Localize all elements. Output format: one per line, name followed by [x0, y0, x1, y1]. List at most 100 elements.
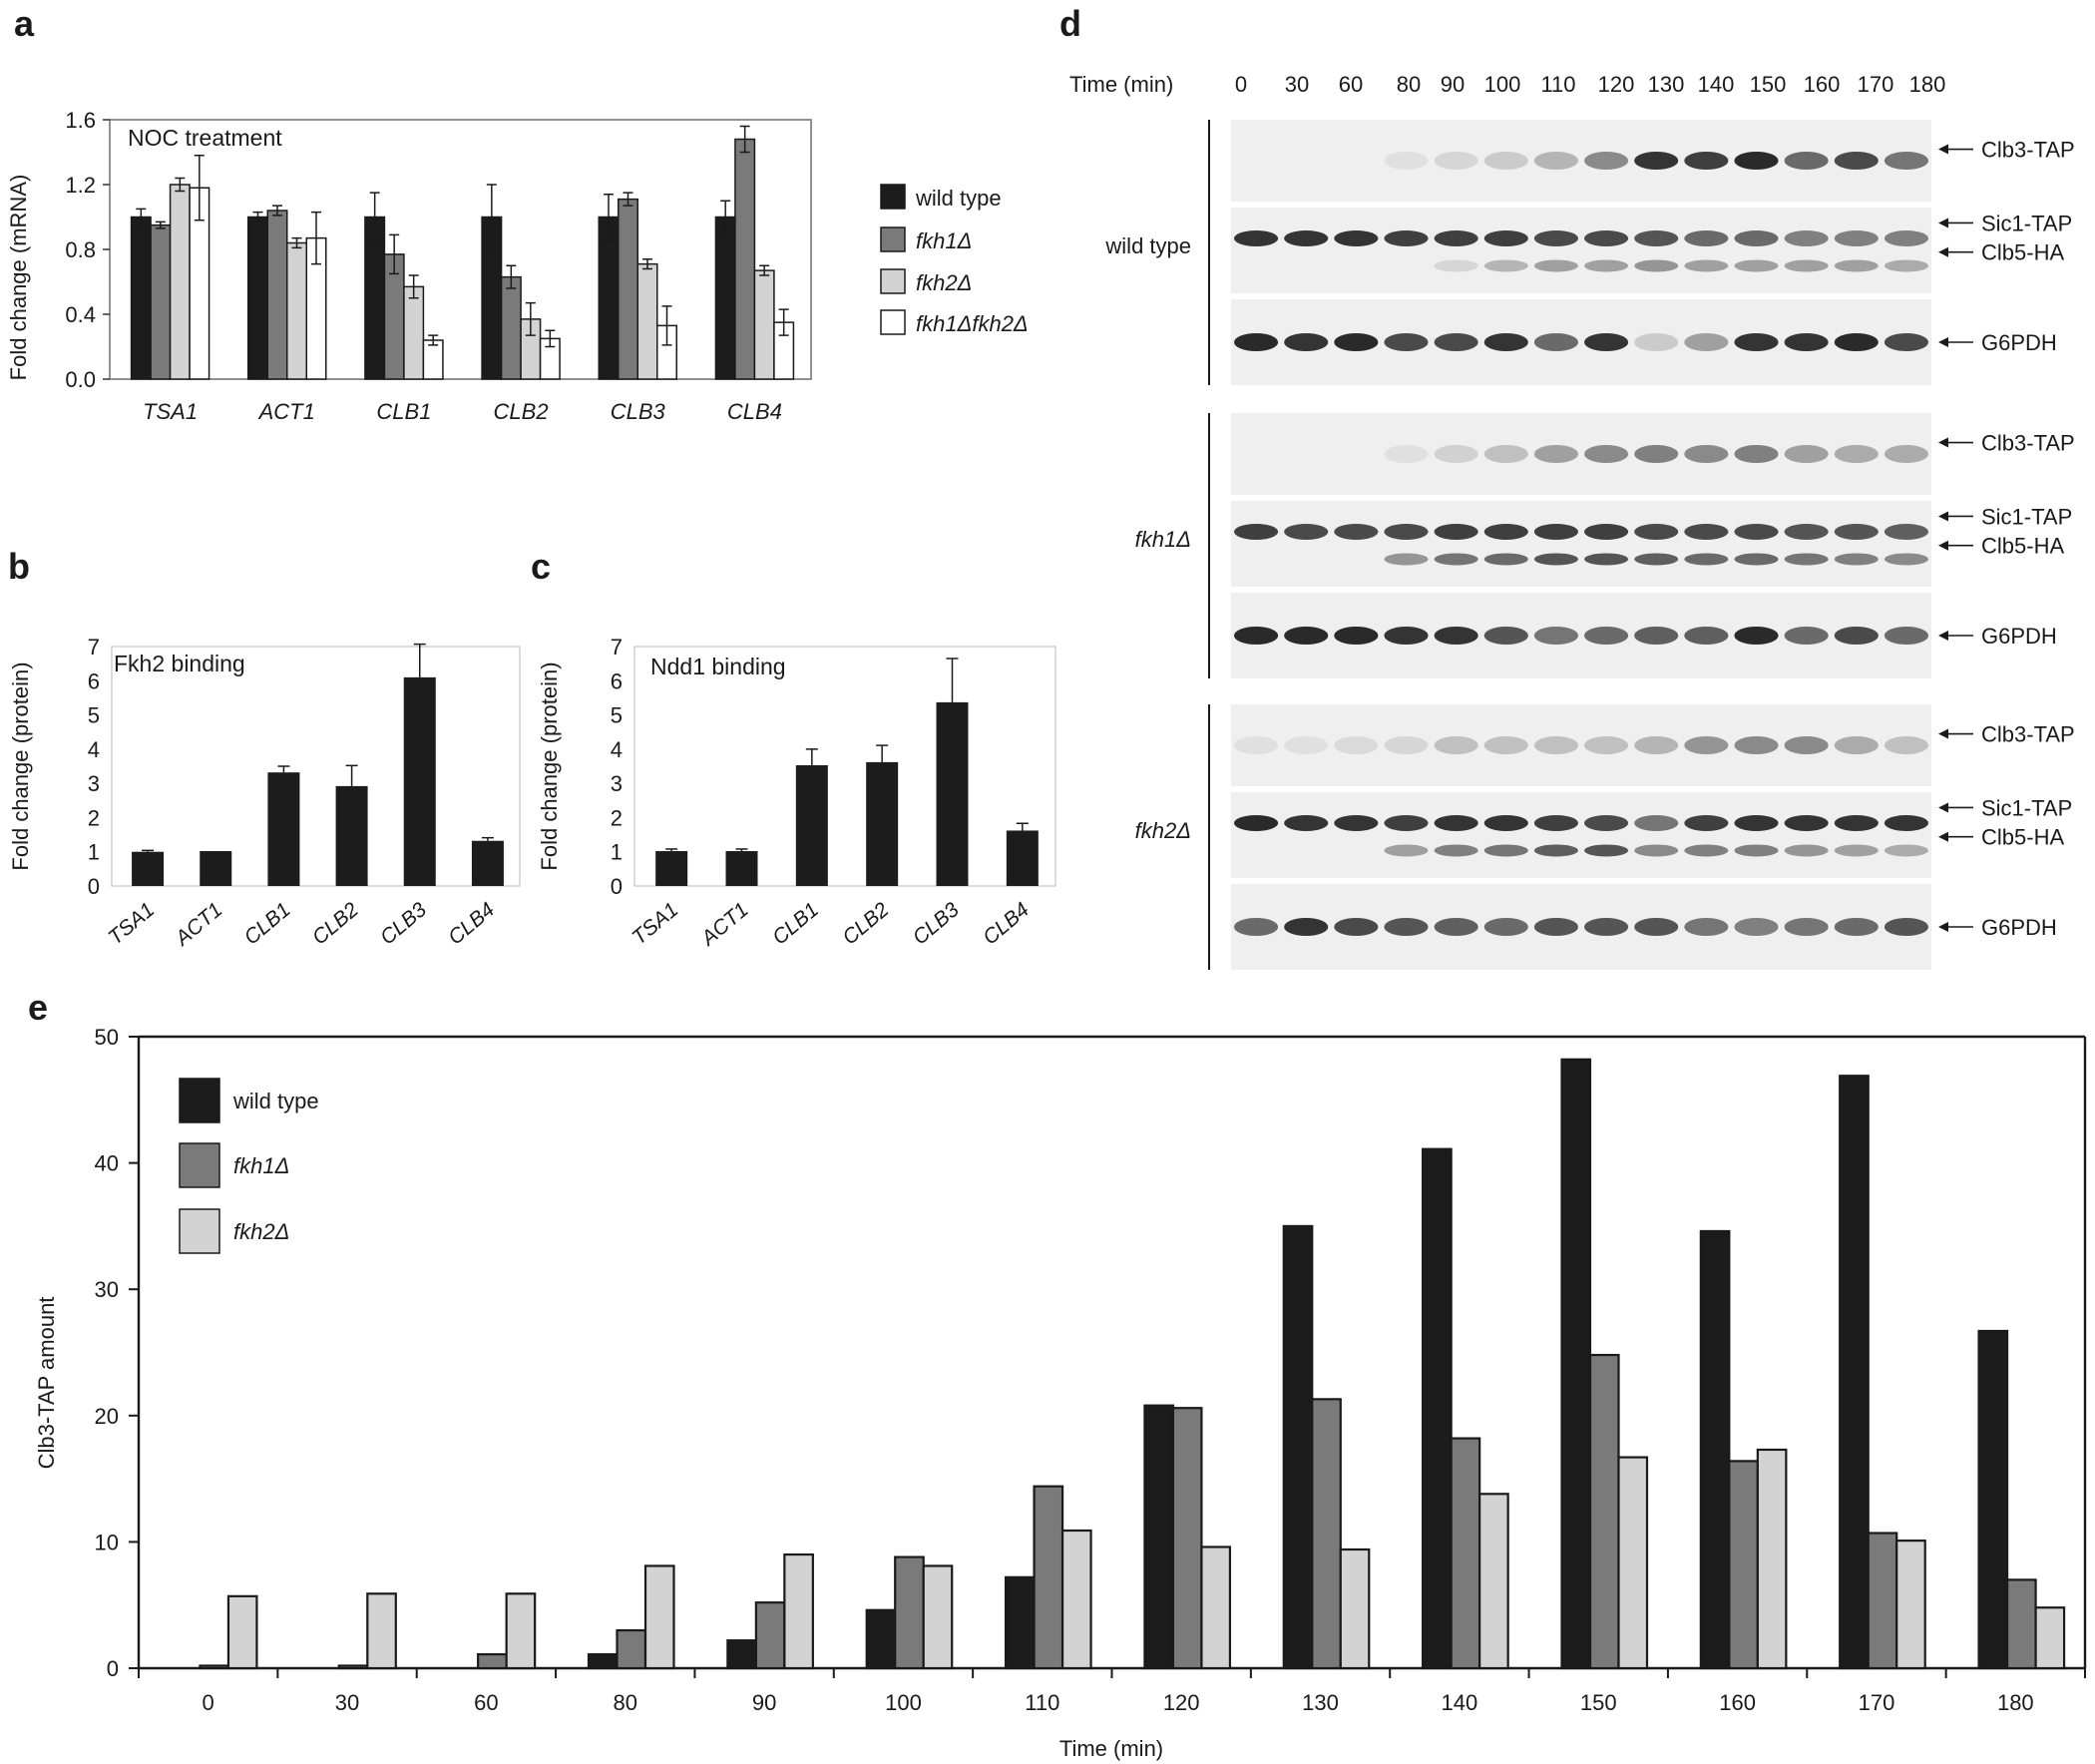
band-clb5 [1384, 553, 1428, 565]
chart-e-xtick-label: 140 [1442, 1690, 1478, 1715]
chart-e-ylabel: Clb3-TAP amount [34, 1297, 59, 1470]
chart-c-xtick-label: CLB3 [909, 898, 964, 950]
band-clb5 [1785, 553, 1829, 565]
bar-e-12-1 [1869, 1534, 1897, 1668]
blot-time-tick: 60 [1339, 72, 1363, 97]
chart-c-xtick-label: CLB4 [979, 898, 1034, 949]
panel-label-b: b [8, 546, 30, 587]
chart-e-xtick-label: 130 [1302, 1690, 1339, 1715]
blot-arrow-head [1938, 631, 1948, 641]
bar-c-1 [726, 851, 758, 886]
band-sic1 [1734, 524, 1778, 540]
band-clb5 [1484, 553, 1528, 565]
band-clb5 [1384, 844, 1428, 856]
blot-band-label: Clb5-HA [1981, 240, 2064, 265]
chart-c-title: Ndd1 binding [650, 654, 786, 679]
band-sic1 [1284, 815, 1328, 831]
band-sic1 [1634, 815, 1678, 831]
band-sic1 [1885, 230, 1928, 246]
band-g6pdh [1835, 333, 1879, 351]
blot-time-tick: 150 [1750, 72, 1787, 97]
band-clb3 [1584, 736, 1628, 754]
band-g6pdh [1234, 333, 1278, 351]
band-clb3 [1835, 736, 1879, 754]
chart-a-ytick-label: 0.0 [65, 367, 96, 392]
bar-e-4-1 [756, 1602, 785, 1668]
band-clb5 [1835, 553, 1879, 565]
chart-b-xtick-label: TSA1 [104, 898, 159, 949]
legend-a-label: fkh1Δ [916, 228, 972, 253]
band-g6pdh [1684, 918, 1728, 936]
legend-a-swatch [881, 227, 905, 251]
band-g6pdh [1284, 333, 1328, 351]
band-clb3 [1785, 445, 1829, 463]
band-clb5 [1734, 259, 1778, 271]
chart-e-ytick-label: 0 [107, 1656, 119, 1681]
band-g6pdh [1885, 333, 1928, 351]
band-clb5 [1835, 844, 1879, 856]
legend-a-swatch [881, 310, 905, 334]
band-clb3 [1634, 445, 1678, 463]
bar-a-5-0 [715, 218, 735, 380]
chart-e-ytick-label: 20 [95, 1404, 119, 1429]
blot-time-tick: 140 [1698, 72, 1735, 97]
band-clb3 [1734, 736, 1778, 754]
chart-e-xtick-label: 170 [1859, 1690, 1895, 1715]
bar-a-1-2 [287, 243, 307, 380]
bar-e-13-0 [1979, 1331, 2008, 1668]
band-g6pdh [1785, 627, 1829, 645]
band-sic1 [1534, 524, 1578, 540]
band-sic1 [1835, 524, 1879, 540]
band-sic1 [1785, 230, 1829, 246]
band-clb3 [1684, 152, 1728, 170]
band-sic1 [1835, 230, 1879, 246]
chart-c-xtick-label: TSA1 [628, 898, 682, 949]
chart-a-ytick-label: 1.2 [65, 173, 96, 198]
bar-e-8-1 [1312, 1399, 1341, 1668]
band-sic1 [1684, 230, 1728, 246]
band-g6pdh [1334, 918, 1378, 936]
bar-b-1 [200, 851, 231, 886]
band-clb3 [1734, 152, 1778, 170]
legend-a-label: fkh2Δ [916, 270, 972, 295]
legend-e-swatch [180, 1209, 219, 1253]
band-g6pdh [1534, 627, 1578, 645]
band-clb3 [1484, 445, 1528, 463]
band-clb3 [1684, 445, 1728, 463]
band-clb5 [1634, 844, 1678, 856]
band-clb5 [1885, 844, 1928, 856]
chart-b-ytick-label: 2 [88, 805, 100, 830]
band-clb3 [1384, 445, 1428, 463]
bar-e-5-1 [895, 1557, 924, 1668]
blot-membrane [1231, 208, 1931, 293]
band-clb3 [1885, 445, 1928, 463]
panel-d-western-blot: 0 30 60 80 90 100 110 120 130 140 150 160 170 180 wild… [1104, 72, 2074, 970]
bar-a-2-2 [404, 286, 424, 379]
bar-e-1-1 [339, 1665, 368, 1668]
band-g6pdh [1384, 918, 1428, 936]
blot-membrane [1231, 792, 1931, 878]
band-g6pdh [1734, 918, 1778, 936]
chart-e-xtick-label: 30 [335, 1690, 359, 1715]
blot-time-tick: 130 [1648, 72, 1685, 97]
blot-time-tick: 120 [1598, 72, 1635, 97]
blot-arrow-head [1938, 832, 1948, 842]
chart-a-xtick-label: TSA1 [143, 399, 198, 424]
band-clb5 [1734, 844, 1778, 856]
band-clb3 [1484, 152, 1528, 170]
band-clb5 [1634, 553, 1678, 565]
bar-b-4 [404, 677, 436, 886]
bar-e-3-2 [645, 1565, 674, 1668]
band-clb3 [1435, 445, 1478, 463]
bar-e-7-2 [1201, 1546, 1230, 1668]
band-clb3 [1284, 736, 1328, 754]
figure-canvas: a b c d e 0.00.40.81.21.6TSA1 ACT1 CLB1 CLB… [0, 0, 2095, 1764]
band-clb5 [1584, 553, 1628, 565]
band-clb5 [1684, 553, 1728, 565]
bar-c-2 [796, 765, 828, 886]
chart-b-xtick-label: CLB2 [308, 898, 363, 950]
chart-c-ytick-label: 5 [611, 703, 623, 728]
band-g6pdh [1534, 333, 1578, 351]
band-clb3 [1634, 152, 1678, 170]
band-clb3 [1584, 445, 1628, 463]
